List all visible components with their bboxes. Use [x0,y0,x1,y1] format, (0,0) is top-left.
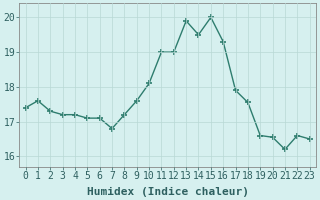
X-axis label: Humidex (Indice chaleur): Humidex (Indice chaleur) [87,186,249,197]
